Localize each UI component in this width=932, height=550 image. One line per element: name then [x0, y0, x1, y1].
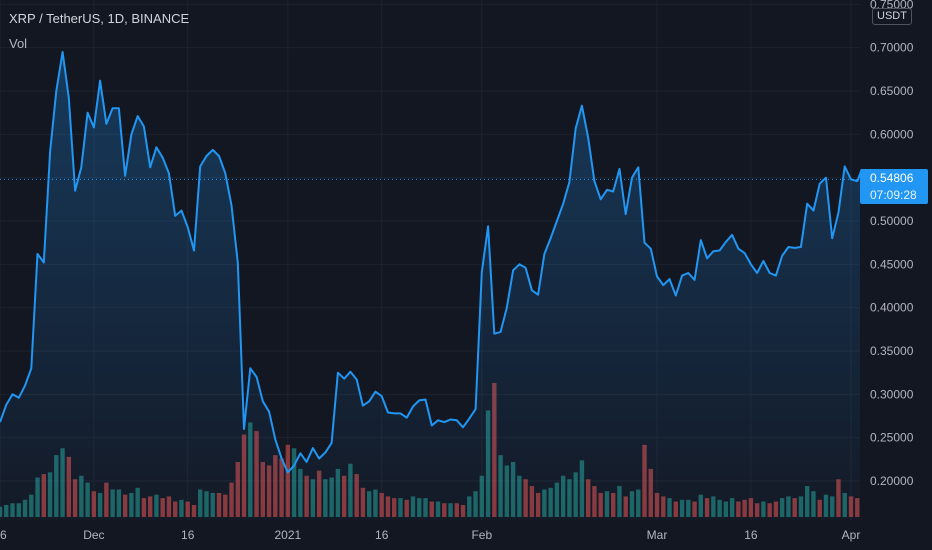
price-tick-label: 0.45000 — [870, 257, 914, 271]
chart-legend: XRP / TetherUS, 1D, BINANCE Vol — [9, 11, 189, 52]
time-tick-label: Dec — [83, 528, 104, 542]
price-axis-panel[interactable] — [860, 0, 932, 550]
time-tick-label: 16 — [0, 528, 7, 542]
price-series-line — [0, 51, 877, 474]
time-tick-label: 16 — [744, 528, 758, 542]
price-tick-label: 0.30000 — [870, 387, 914, 401]
last-price-label: 0.54806 07:09:28 — [860, 169, 928, 204]
time-axis[interactable]: 16 Dec 16 2021 16 Feb Mar 16 Apr — [0, 528, 860, 542]
price-line — [0, 51, 877, 474]
bar-countdown: 07:09:28 — [870, 188, 917, 202]
time-tick-label: 2021 — [274, 528, 301, 542]
time-tick-label: Apr — [842, 528, 861, 542]
price-tick-label: 0.75000 — [870, 0, 914, 11]
price-tick-label: 0.25000 — [870, 431, 914, 445]
price-area-fill — [0, 52, 876, 520]
price-tick-label: 0.65000 — [870, 84, 914, 98]
time-axis-panel[interactable] — [0, 520, 860, 550]
last-price-value: 0.54806 — [870, 171, 914, 185]
price-tick-label: 0.70000 — [870, 41, 914, 55]
price-tick-label: 0.20000 — [870, 474, 914, 488]
price-area — [0, 52, 876, 520]
price-tick-label: 0.50000 — [870, 214, 914, 228]
price-tick-label: 0.60000 — [870, 127, 914, 141]
time-tick-label: 16 — [181, 528, 195, 542]
currency-badge[interactable]: USDT — [872, 8, 912, 25]
time-tick-label: 16 — [375, 528, 389, 542]
price-tick-label: 0.40000 — [870, 301, 914, 315]
time-tick-label: Feb — [471, 528, 492, 542]
price-tick-label: 0.35000 — [870, 344, 914, 358]
volume-indicator-label[interactable]: Vol — [9, 36, 28, 51]
time-tick-label: Mar — [647, 528, 668, 542]
symbol-title[interactable]: XRP / TetherUS, 1D, BINANCE — [9, 11, 190, 26]
